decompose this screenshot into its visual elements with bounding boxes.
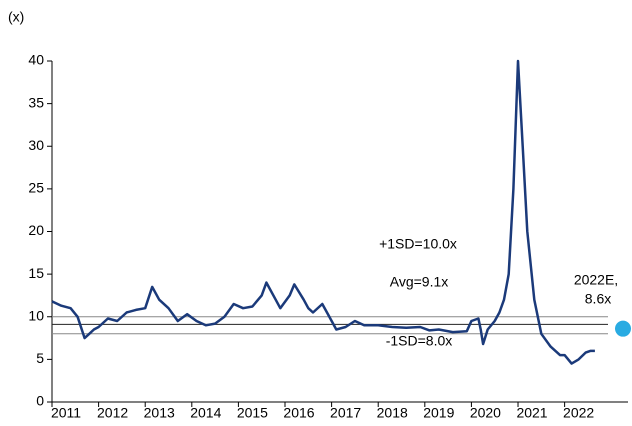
series-line: [51, 59, 595, 365]
y-tick-label: 25: [28, 180, 44, 196]
y-tick-label: 35: [28, 94, 44, 110]
x-tick-label: 2012: [97, 405, 128, 421]
y-tick-label: 10: [28, 307, 44, 323]
x-tick-label: 2020: [470, 405, 501, 421]
reference-label: -1SD=8.0x: [386, 333, 453, 349]
reference-label: Avg=9.1x: [390, 274, 449, 290]
y-tick-label: 15: [28, 265, 44, 281]
x-tick-label: 2021: [516, 405, 547, 421]
y-tick-label: 20: [28, 222, 44, 238]
x-tick-label: 2015: [237, 405, 268, 421]
x-tick-label: 2017: [330, 405, 361, 421]
x-tick-label: 2014: [190, 405, 221, 421]
estimate-label: 2022E,: [574, 272, 618, 288]
estimate-label: 8.6x: [585, 291, 611, 307]
y-tick-label: 5: [36, 350, 44, 366]
reference-label: +1SD=10.0x: [379, 236, 457, 252]
y-tick-label: 30: [28, 137, 44, 153]
x-tick-label: 2016: [283, 405, 314, 421]
x-tick-label: 2011: [51, 405, 81, 421]
y-tick-label: 0: [36, 393, 44, 409]
x-tick-label: 2022: [563, 405, 594, 421]
estimate-dot: [615, 320, 631, 337]
x-tick-label: 2013: [144, 405, 175, 421]
y-tick-label: 40: [28, 52, 44, 68]
x-tick-label: 2019: [423, 405, 454, 421]
x-tick-label: 2018: [377, 405, 408, 421]
y-axis-label: (x): [8, 9, 24, 25]
